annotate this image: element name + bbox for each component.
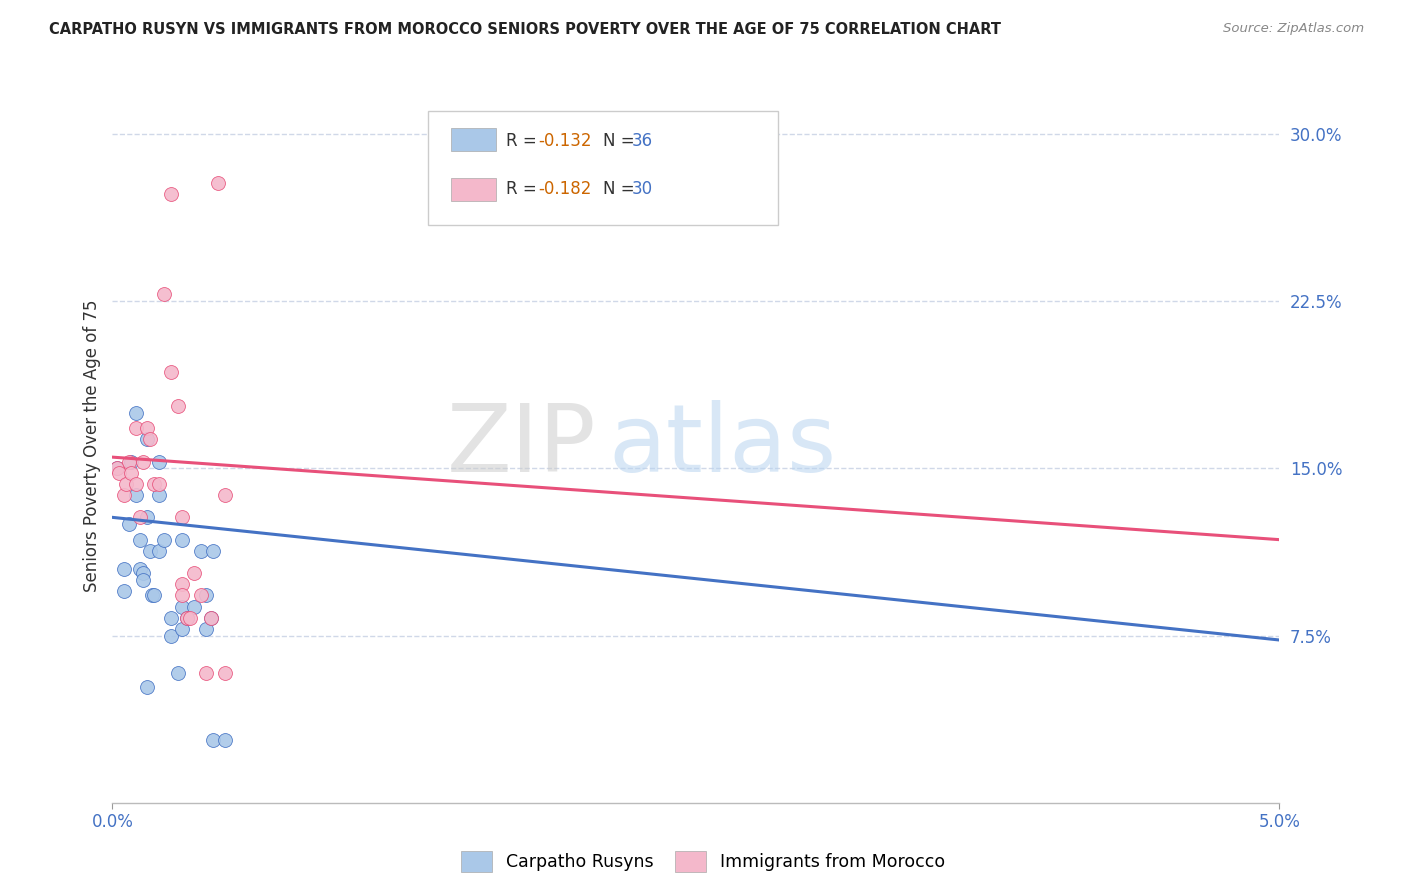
Point: [201, 543, 224, 558]
Point: [148, 543, 170, 558]
Point: [172, 622, 194, 636]
Point: [179, 610, 201, 624]
Point: [183, 566, 205, 581]
Point: [153, 533, 176, 547]
Point: [214, 666, 236, 681]
Point: [183, 599, 205, 614]
Point: [129, 562, 152, 576]
Point: [200, 610, 222, 624]
Point: [148, 476, 170, 491]
Text: atlas: atlas: [609, 400, 837, 492]
Text: -0.182: -0.182: [538, 180, 592, 198]
Text: R =: R =: [506, 132, 541, 150]
Point: [118, 516, 141, 531]
Point: [214, 733, 236, 747]
Point: [125, 405, 148, 419]
Point: [166, 666, 188, 681]
FancyBboxPatch shape: [451, 128, 496, 152]
Point: [172, 533, 194, 547]
Point: [194, 666, 217, 681]
Text: 30: 30: [631, 180, 652, 198]
Point: [125, 421, 148, 435]
Point: [214, 488, 236, 502]
Point: [112, 562, 135, 576]
Point: [172, 510, 194, 524]
Point: [129, 510, 152, 524]
Point: [201, 733, 224, 747]
Point: [166, 399, 188, 413]
Text: N =: N =: [603, 180, 640, 198]
Text: Source: ZipAtlas.com: Source: ZipAtlas.com: [1223, 22, 1364, 36]
Point: [132, 454, 155, 469]
Point: [125, 476, 148, 491]
Point: [172, 577, 194, 591]
Point: [129, 533, 152, 547]
Point: [160, 610, 183, 624]
Point: [160, 186, 183, 201]
Point: [136, 421, 159, 435]
Text: -0.132: -0.132: [538, 132, 592, 150]
FancyBboxPatch shape: [427, 111, 778, 225]
Point: [190, 543, 212, 558]
Point: [118, 454, 141, 469]
Point: [115, 476, 138, 491]
Point: [143, 476, 166, 491]
Point: [172, 599, 194, 614]
Legend: Carpatho Rusyns, Immigrants from Morocco: Carpatho Rusyns, Immigrants from Morocco: [454, 844, 952, 879]
Point: [176, 610, 198, 624]
Point: [153, 287, 176, 301]
Point: [136, 510, 159, 524]
Point: [132, 573, 155, 587]
Point: [112, 488, 135, 502]
Point: [120, 466, 142, 480]
Point: [108, 466, 131, 480]
Point: [194, 622, 217, 636]
Point: [190, 589, 212, 603]
FancyBboxPatch shape: [451, 178, 496, 202]
Point: [132, 566, 155, 581]
Point: [160, 628, 183, 642]
Point: [105, 461, 128, 475]
Point: [141, 589, 163, 603]
Point: [143, 589, 166, 603]
Text: 36: 36: [631, 132, 652, 150]
Point: [136, 432, 159, 446]
Text: ZIP: ZIP: [447, 400, 596, 492]
Point: [125, 488, 148, 502]
Point: [139, 432, 162, 446]
Point: [136, 680, 159, 694]
Point: [112, 583, 135, 598]
Point: [120, 454, 142, 469]
Point: [194, 589, 217, 603]
Point: [176, 610, 198, 624]
Y-axis label: Seniors Poverty Over the Age of 75: Seniors Poverty Over the Age of 75: [83, 300, 101, 592]
Text: N =: N =: [603, 132, 640, 150]
Point: [139, 543, 162, 558]
Point: [207, 176, 229, 190]
Point: [200, 610, 222, 624]
Point: [160, 366, 183, 380]
Point: [172, 589, 194, 603]
Text: CARPATHO RUSYN VS IMMIGRANTS FROM MOROCCO SENIORS POVERTY OVER THE AGE OF 75 COR: CARPATHO RUSYN VS IMMIGRANTS FROM MOROCC…: [49, 22, 1001, 37]
Text: R =: R =: [506, 180, 541, 198]
Point: [148, 454, 170, 469]
Point: [105, 461, 128, 475]
Point: [148, 488, 170, 502]
